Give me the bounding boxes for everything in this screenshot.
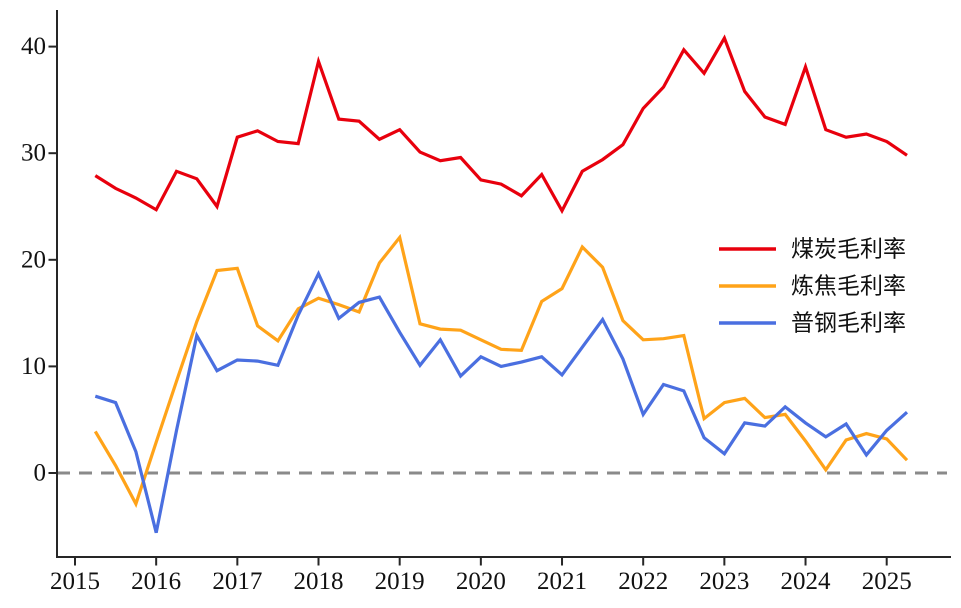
legend-item-0: 煤炭毛利率: [719, 237, 906, 262]
y-tick-label-40: 40: [21, 33, 46, 60]
x-tick-label-2023: 2023: [699, 568, 749, 595]
x-tick-label-2024: 2024: [781, 568, 832, 595]
x-tick-label-2025: 2025: [862, 568, 912, 595]
x-tick-label-2015: 2015: [50, 568, 100, 595]
x-tick-label-2019: 2019: [375, 568, 425, 595]
legend-item-2: 普钢毛利率: [719, 311, 906, 336]
x-tick-label-2020: 2020: [456, 568, 506, 595]
x-tick-label-2022: 2022: [618, 568, 668, 595]
x-tick-label-2016: 2016: [131, 568, 181, 595]
y-tick-label-20: 20: [21, 246, 46, 273]
legend-label-0: 煤炭毛利率: [791, 237, 906, 262]
series-line-2: [94, 269, 909, 534]
legend-label-2: 普钢毛利率: [791, 311, 906, 336]
x-tick-label-2018: 2018: [294, 568, 344, 595]
y-tick-label-30: 30: [21, 140, 46, 167]
y-tick-label-0: 0: [34, 460, 47, 487]
x-tick-label-2021: 2021: [537, 568, 587, 595]
legend-item-1: 炼焦毛利率: [719, 274, 906, 299]
series-line-0: [94, 34, 908, 215]
series-line-1: [93, 233, 909, 508]
x-tick-label-2017: 2017: [212, 568, 262, 595]
legend-label-1: 炼焦毛利率: [791, 274, 906, 299]
y-tick-label-10: 10: [21, 353, 46, 380]
